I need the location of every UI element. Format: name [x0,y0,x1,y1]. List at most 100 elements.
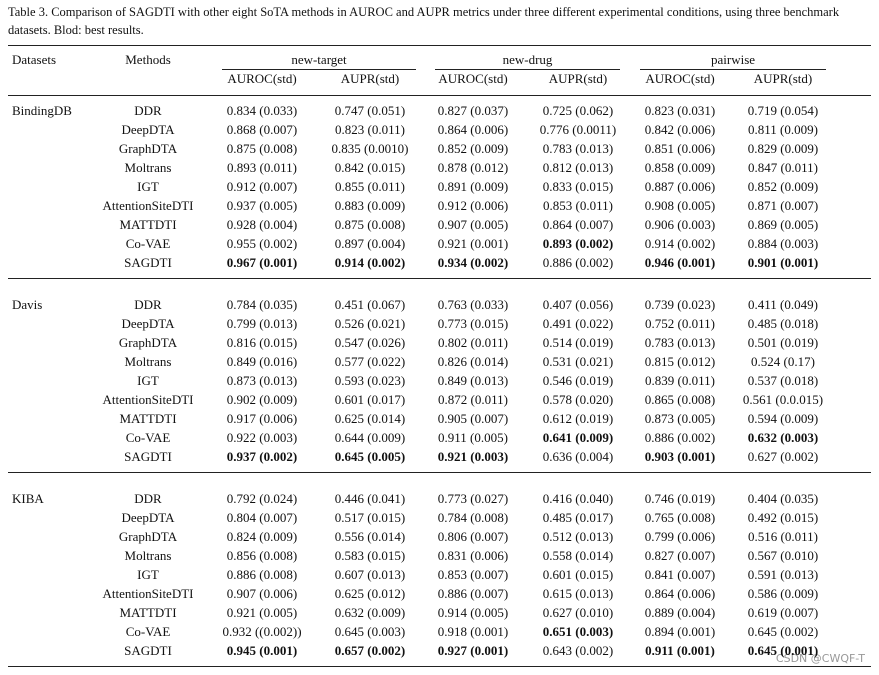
table-cell: 0.657 (0.002) [334,643,406,658]
table-cell: 0.812 (0.013) [542,160,614,175]
table-cell: 0.719 (0.054) [747,103,819,118]
table-cell: 0.921 (0.005) [226,605,298,620]
table-cell: 0.615 (0.013) [542,586,614,601]
table-cell: 0.902 (0.009) [226,392,298,407]
table-cell: 0.905 (0.007) [437,411,509,426]
table-cell: 0.886 (0.007) [437,586,509,601]
table-cell: 0.839 (0.011) [645,373,715,388]
method-name: Co-VAE [125,430,171,445]
table-cell: 0.625 (0.014) [334,411,406,426]
method-name: GraphDTA [118,141,178,156]
table-cell: 0.627 (0.010) [542,605,614,620]
table-cell: 0.815 (0.012) [644,354,716,369]
rule [435,69,620,70]
table-cell: 0.889 (0.004) [644,605,716,620]
rule [222,69,416,70]
table-cell: 0.932 ((0.002)) [222,624,302,639]
method-name: MATTDTI [119,605,177,620]
table-cell: 0.937 (0.005) [226,198,298,213]
metric-header: AUPR(std) [340,71,400,86]
table-cell: 0.914 (0.005) [437,605,509,620]
table-cell: 0.827 (0.007) [644,548,716,563]
table-cell: 0.612 (0.019) [542,411,614,426]
method-name: DDR [134,297,162,312]
table-cell: 0.873 (0.005) [644,411,716,426]
table-cell: 0.853 (0.011) [543,198,613,213]
table-cell: 0.806 (0.007) [437,529,509,544]
table-cell: 0.906 (0.003) [644,217,716,232]
rule [8,666,871,667]
table-cell: 0.871 (0.007) [747,198,819,213]
table-cell: 0.864 (0.006) [437,122,509,137]
table-cell: 0.411 (0.049) [748,297,818,312]
table-cell: 0.912 (0.007) [226,179,298,194]
rule [8,95,871,96]
table-cell: 0.416 (0.040) [542,491,614,506]
table-cell: 0.853 (0.007) [437,567,509,582]
rule [640,69,826,70]
table-cell: 0.632 (0.009) [334,605,406,620]
table-cell: 0.752 (0.011) [645,316,715,331]
table-cell: 0.558 (0.014) [542,548,614,563]
table-cell: 0.921 (0.001) [437,236,509,251]
table-cell: 0.869 (0.005) [747,217,819,232]
table-cell: 0.908 (0.005) [644,198,716,213]
table-cell: 0.946 (0.001) [644,255,716,270]
table-cell: 0.578 (0.020) [542,392,614,407]
method-name: IGT [137,373,159,388]
table-cell: 0.651 (0.003) [542,624,614,639]
table-cell: 0.407 (0.056) [542,297,614,312]
table-cell: 0.773 (0.015) [437,316,509,331]
table-cell: 0.927 (0.001) [437,643,509,658]
table-cell: 0.577 (0.022) [334,354,406,369]
condition-header: new-drug [502,52,553,67]
table-cell: 0.827 (0.037) [437,103,509,118]
table-cell: 0.886 (0.008) [226,567,298,582]
table-cell: 0.835 (0.0010) [331,141,409,156]
table-cell: 0.583 (0.015) [334,548,406,563]
table-cell: 0.833 (0.015) [542,179,614,194]
table-cell: 0.645 (0.003) [334,624,406,639]
table-cell: 0.404 (0.035) [747,491,819,506]
table-cell: 0.512 (0.013) [542,529,614,544]
table-cell: 0.747 (0.051) [334,103,406,118]
table-cell: 0.928 (0.004) [226,217,298,232]
table-cell: 0.922 (0.003) [226,430,298,445]
method-name: Moltrans [124,354,172,369]
table-cell: 0.912 (0.006) [437,198,509,213]
table-cell: 0.865 (0.008) [644,392,716,407]
table-cell: 0.824 (0.009) [226,529,298,544]
table-cell: 0.643 (0.002) [542,643,614,658]
table-cell: 0.847 (0.011) [748,160,818,175]
table-cell: 0.894 (0.001) [644,624,716,639]
table-cell: 0.804 (0.007) [226,510,298,525]
table-cell: 0.601 (0.015) [542,567,614,582]
table-cell: 0.823 (0.031) [644,103,716,118]
method-name: SAGDTI [124,255,172,270]
table-cell: 0.526 (0.021) [334,316,406,331]
table-cell: 0.491 (0.022) [542,316,614,331]
table-cell: 0.884 (0.003) [747,236,819,251]
table-cell: 0.537 (0.018) [747,373,819,388]
table-cell: 0.492 (0.015) [747,510,819,525]
table-cell: 0.607 (0.013) [334,567,406,582]
table-cell: 0.514 (0.019) [542,335,614,350]
table-cell: 0.901 (0.001) [747,255,819,270]
table-cell: 0.907 (0.005) [437,217,509,232]
table-cell: 0.799 (0.006) [644,529,716,544]
table-cell: 0.829 (0.009) [747,141,819,156]
table-cell: 0.561 (0.0.015) [742,392,824,407]
table-cell: 0.644 (0.009) [334,430,406,445]
method-name: Moltrans [124,160,172,175]
method-name: DDR [134,491,162,506]
table-cell: 0.851 (0.006) [644,141,716,156]
method-name: DeepDTA [121,510,175,525]
condition-header: new-target [291,52,347,67]
table-cell: 0.868 (0.007) [226,122,298,137]
table-cell: 0.763 (0.033) [437,297,509,312]
watermark: CSDN @CWQF-T [775,652,865,665]
table-cell: 0.955 (0.002) [226,236,298,251]
table-cell: 0.632 (0.003) [747,430,819,445]
table-cell: 0.593 (0.023) [334,373,406,388]
table-cell: 0.891 (0.009) [437,179,509,194]
